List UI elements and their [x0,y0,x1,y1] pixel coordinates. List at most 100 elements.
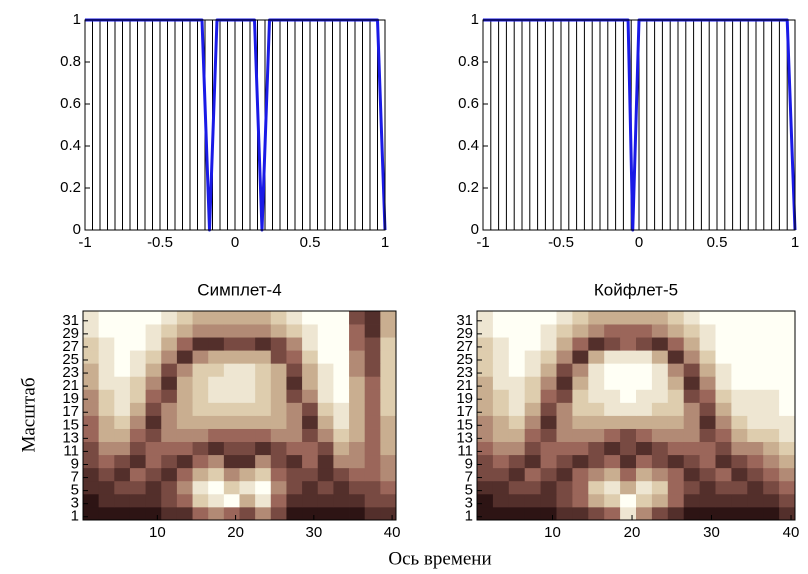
heatmap-cell [508,493,526,508]
y-tick-label: 0 [73,221,81,238]
heatmap-cell [492,441,510,456]
heatmap-cell [176,337,193,351]
heatmap-cell [524,389,541,403]
heatmap-cell [779,376,796,390]
heatmap-cell [572,376,589,390]
heatmap-cell [129,428,146,443]
heatmap-cell [715,441,732,456]
heatmap-cell [588,441,605,456]
x-tick-label: 40 [384,524,401,541]
heatmap-cell [255,363,272,377]
x-tick-label: 0 [231,234,239,251]
heatmap-cell [524,350,541,364]
heatmap-cell [145,493,162,508]
heatmap-cell [129,493,146,508]
heatmap-cell [508,363,526,377]
heatmap-cell [302,506,319,521]
heatmap-cell [270,311,287,325]
heatmap-cell [223,350,240,364]
heatmap-cell [255,350,272,364]
heatmap-cell [699,467,716,482]
heatmap-cell [477,493,494,508]
heatmap-cell [114,480,131,495]
heatmap-cell [114,428,131,443]
heatmap-cell [239,493,256,508]
heatmap-cell [492,311,510,325]
heatmap-cell [223,415,240,429]
heatmap-cell [270,441,287,456]
heatmap-cell [317,467,334,482]
heatmap-cell [779,402,796,416]
heatmap-cell [508,441,526,456]
heatmap-cell [572,324,589,338]
y-tick-label: 1 [471,11,479,28]
heatmap-cell [492,454,510,469]
heatmap-cell [98,493,115,508]
heatmap-cell [556,467,573,482]
heatmap-cell [349,402,366,416]
heatmap-cell [161,311,178,325]
heatmap-cell [161,480,178,495]
heatmap-cell [302,376,319,390]
heatmap-cell [270,350,287,364]
heatmap-cell [699,350,716,364]
heatmap-cell [317,415,334,429]
heatmap-cell [270,467,287,482]
heatmap-cell [604,506,621,521]
heatmap-cell [651,324,669,338]
heatmap-cell [286,337,303,351]
heatmap-cell [114,389,131,403]
heatmap-cell [731,415,748,429]
heatmap-cell [176,415,193,429]
axes-frame [476,310,796,521]
heatmap-cell [683,467,700,482]
heatmap-cell [255,506,272,521]
heatmap-cell [333,350,350,364]
heatmap-cell [556,454,573,469]
heatmap-cell [651,363,669,377]
y-tick-label: 0.6 [458,95,479,112]
heatmap-cell [129,467,146,482]
heatmap-cell [380,493,397,508]
heatmap-cell [588,389,605,403]
y-tick-label: 19 [456,390,473,407]
heatmap-cell [192,389,209,403]
heatmap-cell [176,428,193,443]
heatmap-cell [747,480,764,495]
heatmap-cell [683,363,700,377]
y-tick-label: 0 [471,221,479,238]
heatmap-cell [683,324,700,338]
y-tick-label: 29 [456,325,473,342]
heatmap-cell [114,493,131,508]
heatmap-cell [145,337,162,351]
heatmap-cell [302,480,319,495]
y-tick-label: 0.8 [60,53,81,70]
heatmap-cell [763,506,780,521]
heatmap-cell [779,467,796,482]
heatmap-cell [620,389,637,403]
heatmap-cell [731,493,748,508]
y-tick-label: 17 [456,403,473,420]
heatmap-cell [302,337,319,351]
heatmap-cell [667,506,685,521]
heatmap-cell [699,324,716,338]
heatmap-cell [477,480,494,495]
heatmap-cell [524,311,541,325]
heatmap-cell [302,324,319,338]
heatmap-cell [129,480,146,495]
heatmap-cell [208,467,225,482]
heatmap-cell [380,402,397,416]
heatmap-cell [620,350,637,364]
heatmap-cell [620,428,637,443]
heatmap-cell [364,428,381,443]
heatmap-cell [588,506,605,521]
heatmap-cell [572,441,589,456]
heatmap-cell [286,480,303,495]
heatmap-cell [651,428,669,443]
heatmap-cell [779,415,796,429]
heatmap-cell [683,311,700,325]
heatmap-cell [604,337,621,351]
heatmap-cell [651,337,669,351]
heatmap-cell [715,428,732,443]
heatmap-cell [699,454,716,469]
